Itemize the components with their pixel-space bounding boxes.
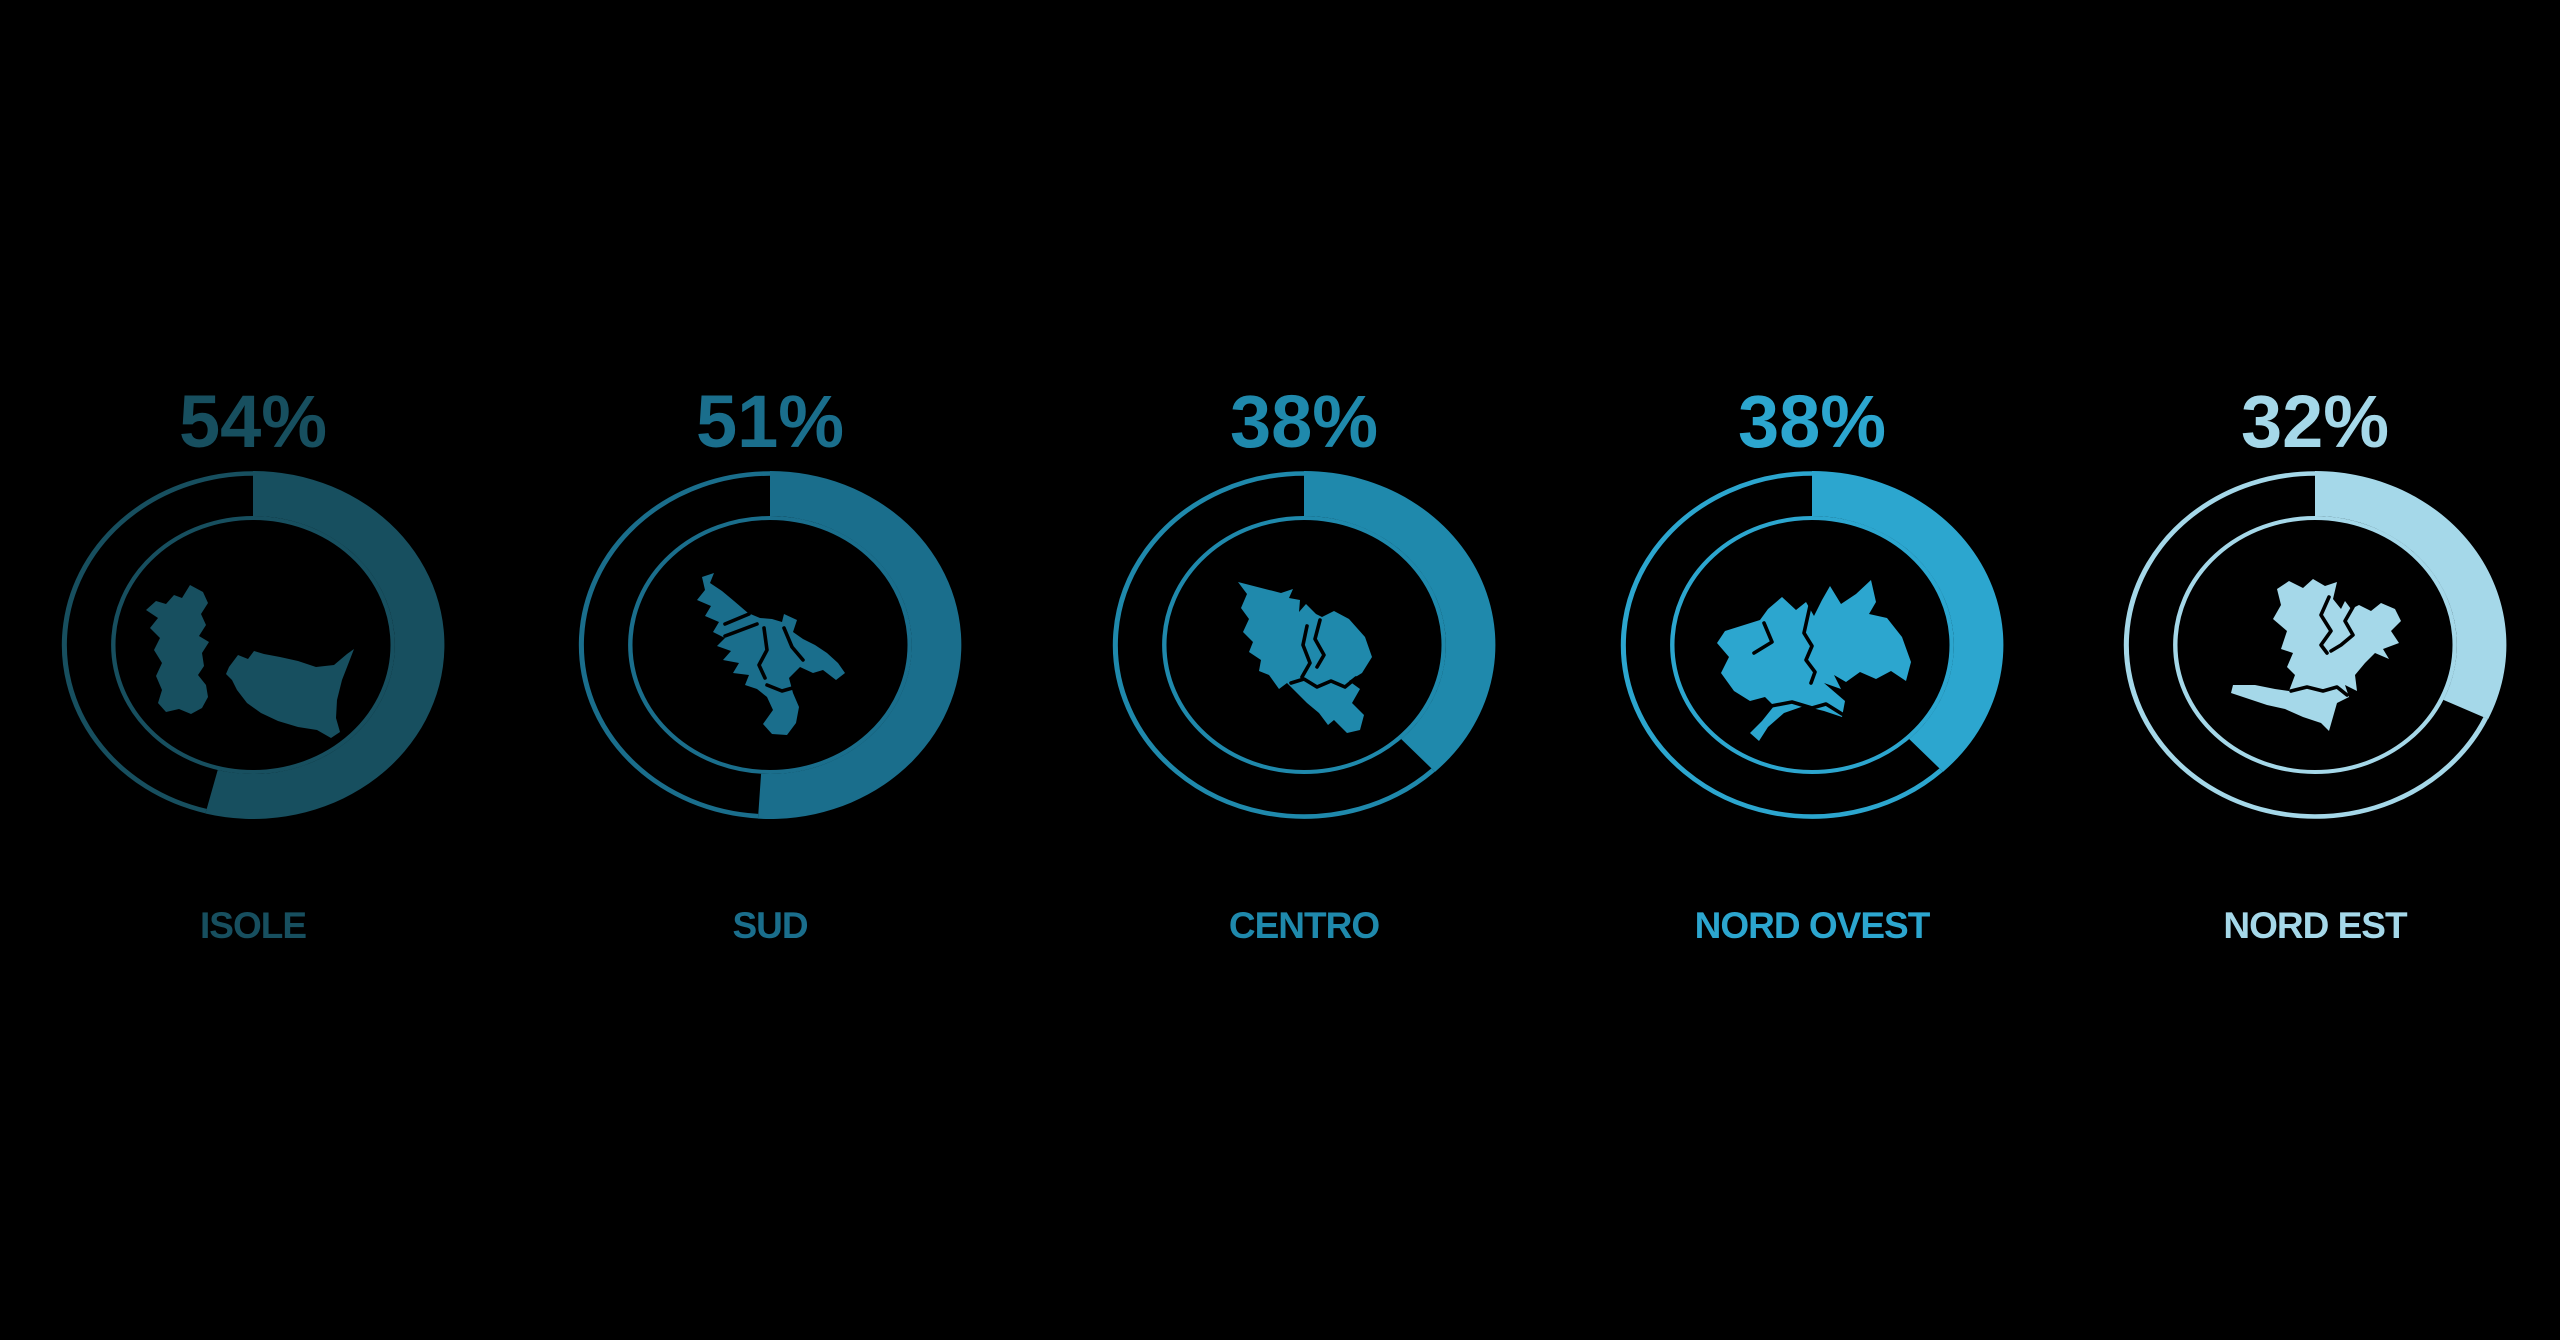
inner-circle bbox=[2173, 516, 2457, 774]
donut-ring bbox=[1620, 471, 2004, 819]
donut-remainder-arc bbox=[1112, 471, 1435, 819]
south-italy-map-icon bbox=[697, 573, 845, 735]
region-label: NORD EST bbox=[2223, 905, 2407, 946]
donut-ring bbox=[1112, 471, 1496, 819]
donut-chart-sud: 51% SUD bbox=[560, 380, 980, 960]
donut-ring bbox=[2123, 471, 2507, 819]
percentage-value: 38% bbox=[1737, 380, 1887, 463]
donut-chart-nord-est: 32% NORD EST bbox=[2105, 380, 2525, 960]
percentage-value: 51% bbox=[695, 380, 845, 463]
region-label: SUD bbox=[732, 905, 808, 946]
donut-chart-nord-ovest: 38% NORD OVEST bbox=[1602, 380, 2022, 960]
donut-remainder-arc bbox=[578, 471, 771, 819]
central-italy-map-icon bbox=[1238, 582, 1372, 733]
donut-ring bbox=[578, 471, 962, 819]
donut-filled-arc bbox=[1304, 471, 1496, 772]
donut-ring bbox=[61, 471, 445, 819]
percentage-value: 54% bbox=[178, 380, 328, 463]
donut-chart-isole: 54% ISOLE bbox=[43, 380, 463, 960]
donut-filled-arc bbox=[205, 471, 445, 819]
percentage-value: 38% bbox=[1229, 380, 1379, 463]
percentage-value: 32% bbox=[2240, 380, 2390, 463]
donut-filled-arc bbox=[2315, 471, 2507, 720]
donut-remainder-arc bbox=[61, 471, 254, 814]
donut-remainder-arc bbox=[1620, 471, 1943, 819]
donut-remainder-arc bbox=[2123, 471, 2488, 819]
inner-circle bbox=[628, 516, 912, 774]
donut-chart-centro: 38% CENTRO bbox=[1094, 380, 1514, 960]
northwest-italy-map-icon bbox=[1717, 580, 1911, 741]
inner-circle bbox=[1670, 516, 1954, 774]
region-label: NORD OVEST bbox=[1694, 905, 1931, 946]
donut-filled-arc bbox=[757, 471, 962, 819]
region-label: CENTRO bbox=[1228, 905, 1380, 946]
sardinia-sicily-map-icon bbox=[146, 585, 354, 738]
northeast-italy-map-icon bbox=[2231, 579, 2401, 731]
region-label: ISOLE bbox=[199, 905, 307, 946]
donut-filled-arc bbox=[1812, 471, 2004, 772]
inner-circle bbox=[111, 516, 395, 774]
inner-circle bbox=[1162, 516, 1446, 774]
